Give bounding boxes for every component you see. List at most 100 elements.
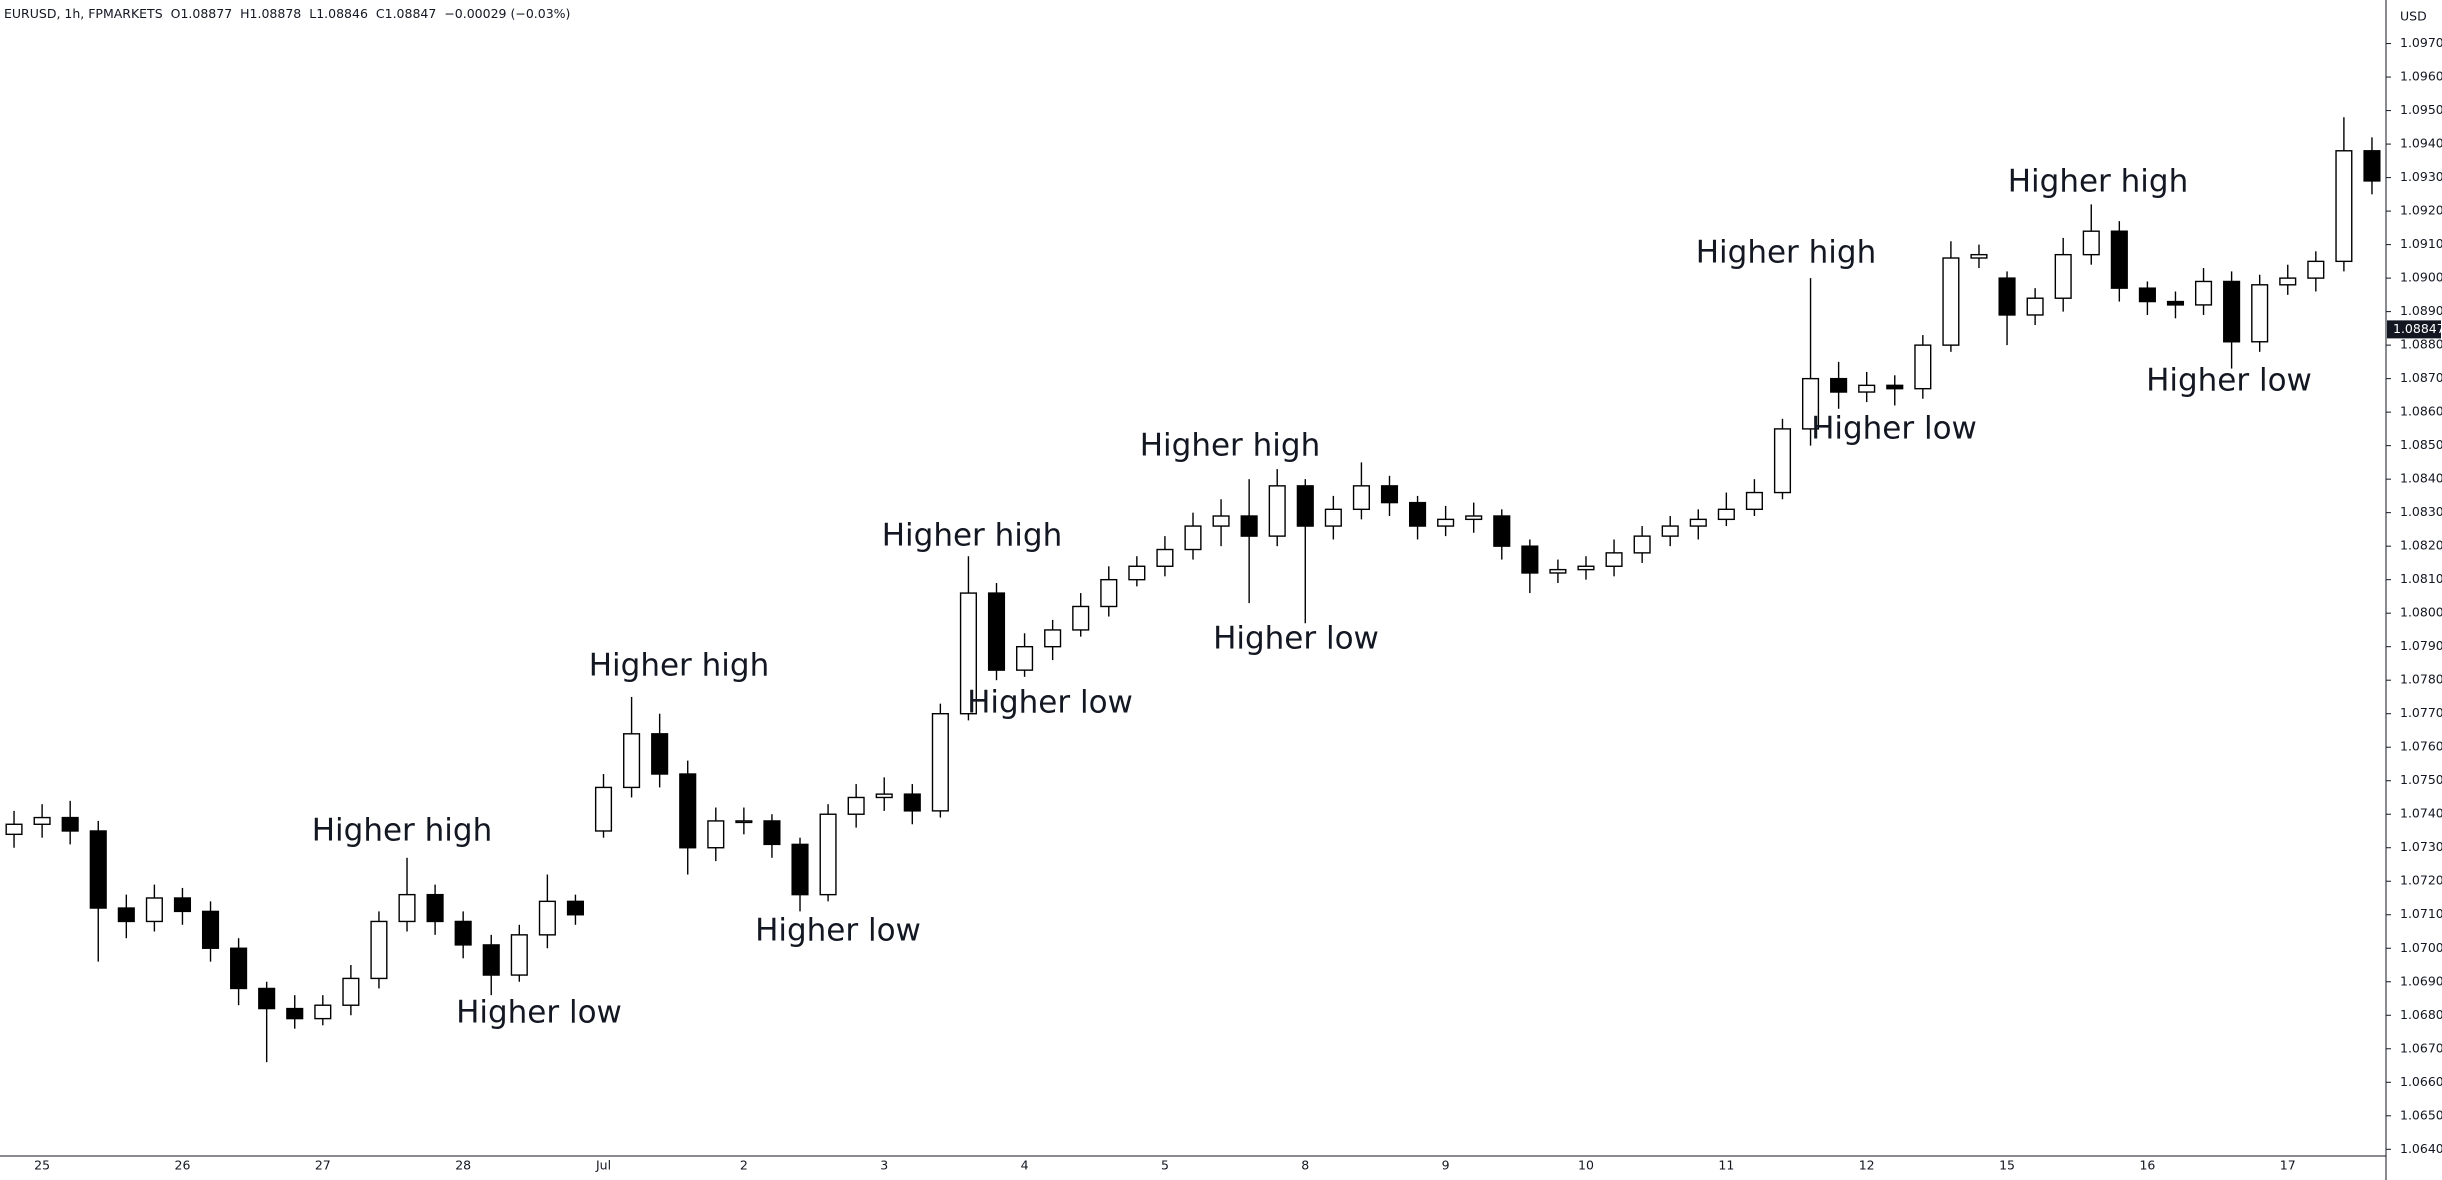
x-tick-label: 15 — [1999, 1158, 2015, 1173]
candle-body — [903, 793, 921, 812]
y-tick-label: 1.08700 — [2400, 370, 2442, 385]
candle-body — [1184, 525, 1202, 551]
candle-body — [370, 920, 388, 980]
annotation: Higher low — [1213, 621, 1379, 657]
candle-body — [1016, 645, 1034, 671]
annotation: Higher low — [456, 995, 622, 1031]
x-tick-label: 10 — [1578, 1158, 1594, 1173]
candle-body — [875, 793, 893, 799]
candle-body — [566, 900, 585, 916]
y-tick-label: 1.09700 — [2400, 35, 2442, 50]
y-tick-label: 1.08500 — [2400, 437, 2442, 452]
candle-body — [1100, 578, 1118, 608]
candle-body — [1521, 545, 1539, 574]
candle-body — [2363, 150, 2381, 182]
y-tick-label: 1.07700 — [2400, 705, 2442, 720]
candle-body — [201, 910, 220, 949]
y-tick-label: 1.08000 — [2400, 605, 2442, 620]
candle-body — [847, 796, 865, 815]
candle-body — [987, 592, 1006, 671]
candle-body — [1801, 377, 1820, 430]
candle-body — [2166, 300, 2185, 306]
candle-body — [1689, 518, 1707, 527]
y-tick-label: 1.06800 — [2400, 1007, 2442, 1022]
ohlc-value: L1.08846 — [309, 6, 368, 21]
y-tick-label: 1.07100 — [2400, 906, 2442, 921]
candle-body — [1942, 257, 1960, 346]
symbol-title: EURUSD, 1h, FPMARKETS — [4, 6, 163, 21]
candle-body — [1830, 377, 1848, 393]
candle-body — [1072, 605, 1090, 631]
candle-body — [145, 897, 163, 923]
x-tick-label: 8 — [1301, 1158, 1309, 1173]
x-tick-label: 28 — [455, 1158, 471, 1173]
annotation: Higher high — [2008, 164, 2189, 200]
x-tick-label: 26 — [175, 1158, 191, 1173]
candle-body — [1296, 485, 1314, 527]
currency-label: USD — [2400, 9, 2427, 24]
candle-body — [1352, 485, 1370, 511]
x-tick-label: 12 — [1859, 1158, 1875, 1173]
candle-body — [2251, 284, 2269, 343]
x-tick-label: 16 — [2139, 1158, 2155, 1173]
x-tick-label: 4 — [1021, 1158, 1029, 1173]
candle-body — [314, 1004, 332, 1020]
candle-body — [1268, 485, 1286, 537]
candle-body — [454, 920, 472, 946]
annotation: Higher low — [755, 913, 921, 949]
candle-body — [959, 592, 977, 715]
candle-body — [2335, 150, 2353, 263]
candle-body — [735, 820, 753, 824]
candle-body — [1465, 515, 1483, 521]
candle-body — [1745, 491, 1763, 511]
x-tick-label: 17 — [2280, 1158, 2296, 1173]
y-tick-label: 1.06400 — [2400, 1141, 2442, 1156]
y-tick-label: 1.06900 — [2400, 973, 2442, 988]
y-tick-label: 1.09100 — [2400, 236, 2442, 251]
candle-body — [173, 897, 192, 913]
candle-body — [2279, 277, 2297, 286]
y-tick-label: 1.07500 — [2400, 772, 2442, 787]
x-tick-label: 5 — [1161, 1158, 1169, 1173]
y-tick-label: 1.08400 — [2400, 471, 2442, 486]
candle-body — [2054, 253, 2072, 299]
x-tick-label: 11 — [1718, 1158, 1734, 1173]
candle-body — [791, 843, 809, 896]
candle-body — [1633, 535, 1651, 554]
candle-body — [2138, 287, 2156, 303]
x-tick-label: 25 — [34, 1158, 50, 1173]
candle-body — [1970, 253, 1988, 259]
y-tick-label: 1.07300 — [2400, 839, 2442, 854]
x-tick-label: Jul — [595, 1158, 611, 1173]
candle-body — [1858, 384, 1876, 393]
candle-body — [258, 987, 276, 1010]
annotation: Higher low — [1811, 411, 1977, 447]
candle-body — [89, 830, 107, 909]
annotation: Higher high — [589, 648, 770, 684]
y-tick-label: 1.07200 — [2400, 873, 2442, 888]
annotation: Higher high — [1696, 235, 1877, 271]
y-tick-label: 1.09300 — [2400, 169, 2442, 184]
annotation: Higher high — [882, 518, 1063, 554]
annotation: Higher low — [2146, 363, 2312, 399]
candle-body — [426, 893, 444, 923]
candle-body — [2110, 230, 2128, 289]
candle-body — [1380, 485, 1399, 504]
ohlc-value: O1.08877 — [171, 6, 233, 21]
ohlc-value: C1.08847 — [376, 6, 436, 21]
y-tick-label: 1.09000 — [2400, 270, 2442, 285]
candle-body — [1156, 548, 1174, 567]
candle-body — [1886, 384, 1904, 390]
candle-body — [931, 713, 949, 812]
candle-body — [61, 816, 79, 832]
candle-body — [1773, 428, 1792, 494]
annotation: Higher high — [312, 813, 493, 849]
last-price-label: 1.08847 — [2393, 321, 2442, 336]
candle-body — [1605, 552, 1623, 567]
y-tick-label: 1.09400 — [2400, 136, 2442, 151]
candle-body — [230, 947, 248, 990]
candle-body — [594, 786, 613, 832]
y-tick-label: 1.08100 — [2400, 571, 2442, 586]
